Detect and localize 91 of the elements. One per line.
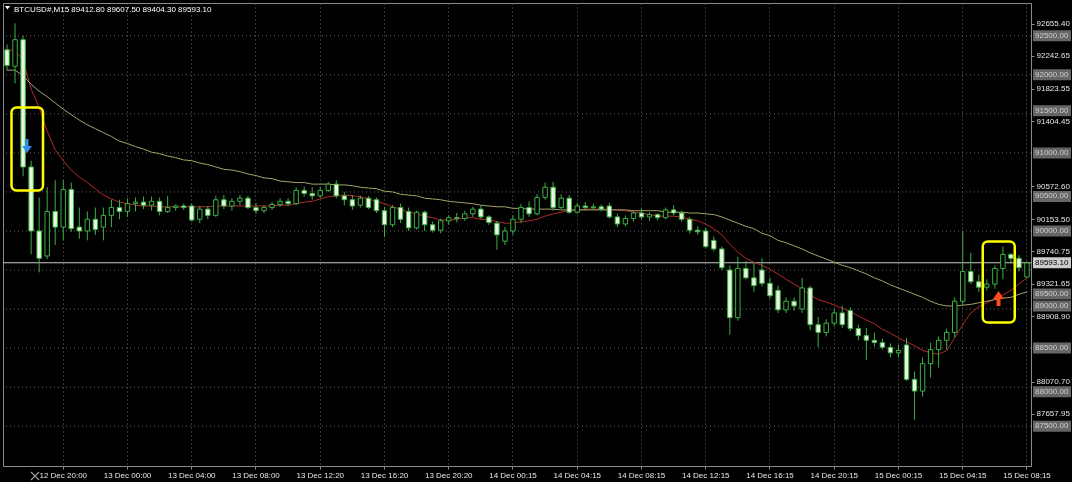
ref-line-label: 91500.00 — [1035, 105, 1069, 115]
candlestick — [927, 342, 934, 379]
candlestick — [518, 203, 524, 224]
candlestick — [92, 207, 99, 236]
ref-line-label: 92000.00 — [1035, 69, 1069, 79]
x-tick-label: 14 Dec 16:15 — [746, 470, 795, 480]
y-tick-label: 89321.65 — [1036, 279, 1071, 289]
x-tick-label: 13 Dec 00:00 — [103, 470, 152, 480]
y-tick-label: 91823.55 — [1036, 84, 1071, 94]
candlestick — [1000, 246, 1006, 280]
candlestick — [108, 199, 115, 228]
ref-line-label: 89500.00 — [1035, 289, 1069, 299]
candlestick — [815, 316, 821, 348]
x-tick-label: 14 Dec 20:15 — [810, 470, 859, 480]
candlestick — [911, 371, 918, 421]
candlestick — [863, 327, 870, 361]
x-tick-label: 13 Dec 12:20 — [296, 470, 345, 480]
x-tick-label: 13 Dec 20:20 — [424, 470, 474, 480]
candlestick — [1008, 252, 1014, 265]
candlestick — [269, 201, 275, 211]
candlestick — [992, 264, 998, 290]
candlestick — [566, 194, 572, 215]
candlestick — [381, 206, 388, 238]
candlestick — [799, 277, 805, 314]
ref-line-label: 89593.10 — [1035, 257, 1069, 267]
candlestick — [550, 181, 556, 212]
ref-line-label: 88500.00 — [1035, 343, 1069, 353]
candlestick — [237, 194, 243, 206]
x-tick-label: 13 Dec 08:00 — [232, 470, 281, 480]
chart-title: BTCUSD#,M15 89412.80 89607.50 89404.30 89593.10 — [14, 5, 213, 14]
x-tick-label: 13 Dec 04:00 — [167, 470, 217, 480]
candlestick — [277, 197, 283, 208]
x-tick-label: 13 Dec 16:20 — [360, 470, 409, 480]
y-tick-label: 90572.60 — [1036, 181, 1071, 191]
ref-line-label: 89000.00 — [1035, 301, 1069, 311]
candlestick — [76, 207, 83, 240]
candlestick — [526, 200, 532, 218]
candlestick — [759, 257, 765, 287]
ref-line-label: 92500.00 — [1035, 30, 1069, 40]
candlestick — [397, 203, 404, 224]
candlestick — [935, 335, 942, 369]
x-tick-label: 15 Dec 00:15 — [874, 470, 923, 480]
candlestick — [253, 202, 259, 215]
ref-line-label: 90500.00 — [1035, 191, 1069, 201]
candlestick — [751, 262, 757, 293]
y-tick-label: 87657.95 — [1036, 409, 1071, 419]
x-tick-label: 14 Dec 12:15 — [681, 470, 731, 480]
candlestick — [719, 246, 725, 271]
line-series — [6, 69, 1028, 307]
y-tick-label: 88908.90 — [1036, 311, 1071, 321]
candlestick — [791, 296, 797, 312]
ref-line-label: 87500.00 — [1035, 421, 1069, 431]
candlestick — [405, 207, 412, 232]
ref-line-label: 91000.00 — [1035, 147, 1069, 157]
y-tick-label: 92655.40 — [1036, 19, 1071, 29]
candlestick — [52, 179, 58, 246]
candlestick — [743, 260, 749, 280]
x-tick-label: 12 Dec 20:00 — [39, 470, 88, 480]
candlestick — [213, 195, 219, 218]
y-tick-label: 92242.65 — [1036, 51, 1071, 61]
candlestick — [116, 199, 123, 220]
x-tick-label: 15 Dec 08:15 — [1003, 470, 1052, 480]
candlestick — [229, 197, 235, 212]
candlestick — [421, 210, 428, 232]
candlestick — [510, 214, 516, 236]
ref-line-label: 90000.00 — [1035, 225, 1069, 235]
y-tick-label: 88070.70 — [1036, 377, 1071, 387]
candlestick — [100, 207, 107, 241]
candlestick — [847, 307, 854, 332]
candlestick — [124, 197, 131, 218]
candlestick — [943, 328, 950, 351]
candlestick — [494, 220, 500, 251]
y-tick-label: 91404.45 — [1036, 116, 1071, 126]
candlestick — [4, 43, 10, 71]
candlestick — [839, 305, 845, 329]
candlestick — [703, 227, 709, 249]
y-tick-label: 90153.50 — [1036, 214, 1071, 224]
candlestick — [775, 285, 781, 314]
candlestick — [767, 277, 773, 300]
candlestick — [285, 197, 291, 207]
ref-line-label: 88000.00 — [1035, 386, 1069, 396]
y-tick-label: 89740.75 — [1036, 246, 1071, 256]
candlestick — [84, 210, 91, 241]
candlestick — [968, 252, 974, 285]
candlestick — [389, 204, 396, 228]
x-tick-label: 14 Dec 04:15 — [553, 470, 602, 480]
candlestick — [261, 204, 267, 214]
x-tick-label: 14 Dec 08:15 — [617, 470, 666, 480]
candlestick — [534, 193, 540, 216]
x-tick-label: 14 Dec 00:15 — [489, 470, 538, 480]
x-tick-label: 15 Dec 04:15 — [938, 470, 988, 480]
